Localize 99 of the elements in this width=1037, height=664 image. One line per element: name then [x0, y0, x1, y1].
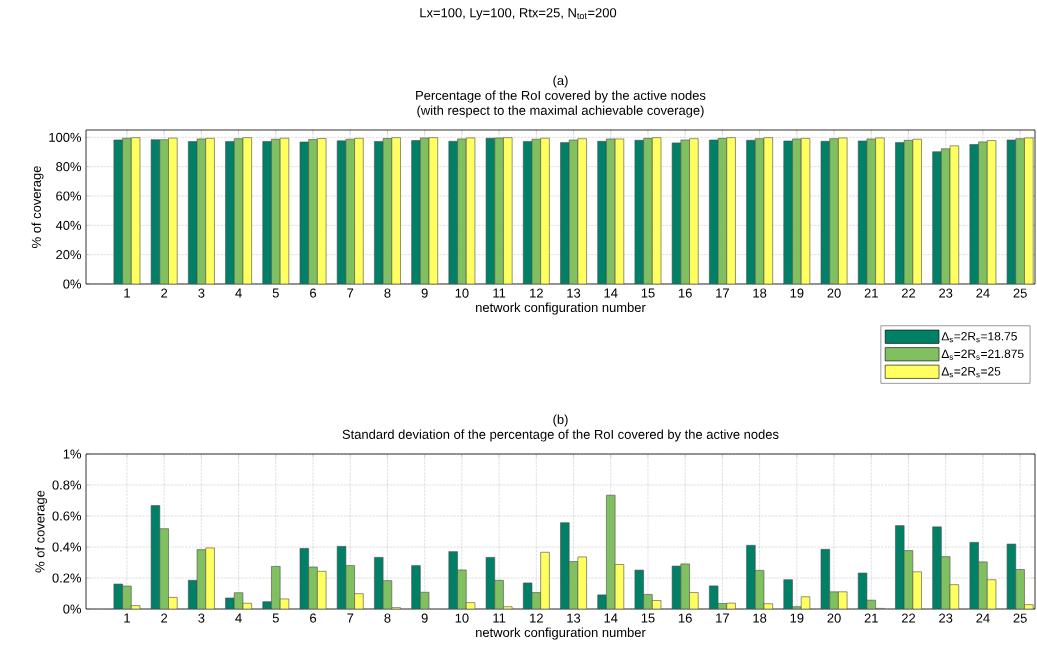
bar	[1024, 137, 1034, 284]
x-tick-label: 9	[421, 613, 428, 623]
x-tick-label: 6	[310, 613, 317, 623]
x-tick-label: 18	[753, 288, 767, 298]
bar	[746, 544, 756, 609]
x-tick-label: 1	[124, 288, 130, 298]
bar	[159, 528, 169, 609]
bar	[560, 522, 570, 609]
x-tick-label: 16	[678, 288, 692, 298]
x-tick-label: 3	[198, 613, 205, 623]
x-tick-label: 23	[939, 613, 953, 623]
legend-label: Δ$_{s}$=2R$_{s}$=21.875	[941, 349, 1024, 360]
bar	[391, 137, 401, 284]
y-axis-title: % of coverage	[35, 490, 48, 573]
x-tick-label: 12	[530, 288, 543, 298]
x-tick-label: 24	[976, 288, 990, 298]
x-tick-label: 9	[421, 288, 428, 298]
x-tick-label: 14	[604, 613, 618, 623]
x-tick-label: 22	[901, 613, 916, 623]
x-tick-label: 7	[347, 288, 354, 298]
x-tick-label: 8	[384, 613, 391, 623]
y-tick-label: 100%	[49, 132, 82, 142]
y-tick-label: 0%	[63, 604, 82, 614]
y-tick-label: 1%	[63, 449, 82, 459]
x-tick-label: 15	[641, 613, 655, 623]
x-tick-label: 21	[864, 288, 878, 298]
x-tick-label: 4	[235, 288, 242, 298]
x-tick-label: 8	[384, 288, 391, 298]
x-tick-label: 17	[716, 288, 729, 298]
x-tick-label: 18	[753, 613, 767, 623]
x-tick-label: 17	[716, 613, 729, 623]
bar	[225, 141, 235, 284]
bar	[689, 138, 699, 284]
bar	[746, 139, 756, 284]
x-tick-label: 11	[493, 288, 506, 298]
text: Lx=100, Ly=100, Rtx=25, N$_{tot}$=200	[420, 8, 617, 20]
x-tick-label: 14	[604, 288, 618, 298]
bar	[448, 551, 458, 609]
bar	[783, 140, 793, 284]
bar	[560, 142, 570, 284]
x-tick-label: 24	[976, 613, 990, 623]
x-tick-label: 6	[310, 288, 317, 298]
chart-title: (b)	[553, 414, 568, 427]
bar	[168, 137, 178, 284]
y-axis-title: % of coverage	[31, 166, 44, 248]
legend-label: Δ$_{s}$=2R$_{s}$=25	[941, 367, 1001, 378]
x-tick-label: 25	[1013, 288, 1027, 298]
x-tick-label: 12	[530, 613, 543, 623]
y-tick-label: 0.6%	[52, 511, 82, 521]
bar	[912, 138, 922, 284]
x-tick-label: 10	[455, 288, 469, 298]
x-tick-label: 19	[790, 613, 804, 623]
x-axis-title: network configuration number	[476, 627, 646, 640]
chart-subtitle: Standard deviation of the percentage of the RoI covered by the active nodes	[342, 429, 779, 442]
y-tick-label: 0.2%	[52, 573, 82, 583]
x-tick-label: 19	[790, 288, 804, 298]
x-tick-label: 13	[567, 613, 581, 623]
x-tick-label: 20	[827, 288, 841, 298]
bar	[540, 137, 550, 284]
y-tick-label: 0%	[63, 279, 82, 289]
bar	[726, 137, 736, 284]
legend-label: Δ$_{s}$=2R$_{s}$=18.75	[941, 332, 1017, 343]
bar	[597, 140, 607, 284]
x-tick-label: 2	[161, 288, 168, 298]
bar	[411, 140, 421, 284]
bar	[262, 141, 272, 284]
x-tick-label: 23	[939, 288, 953, 298]
bar	[932, 151, 942, 284]
y-tick-label: 0.4%	[52, 542, 82, 552]
x-tick-label: 5	[272, 613, 279, 623]
x-tick-label: 10	[455, 613, 469, 623]
x-tick-label: 11	[493, 613, 506, 623]
bar	[354, 138, 364, 284]
x-axis-title: network configuration number	[476, 302, 646, 315]
x-tick-label: 2	[161, 613, 168, 623]
x-tick-label: 16	[678, 613, 692, 623]
x-tick-label: 7	[347, 613, 354, 623]
text: (with respect to the maximal achievable coverage)	[417, 105, 704, 118]
bar	[205, 138, 215, 284]
y-tick-label: 80%	[56, 162, 82, 172]
x-tick-label: 5	[272, 288, 279, 298]
x-tick-label: 22	[901, 288, 916, 298]
x-tick-label: 4	[235, 613, 242, 623]
chart-title: (a)	[553, 75, 568, 88]
y-tick-label: 20%	[56, 250, 82, 260]
chart-subtitle: Percentage of the RoI covered by the active nodes	[416, 90, 706, 103]
x-tick-label: 3	[198, 288, 205, 298]
bar	[875, 137, 885, 284]
x-tick-label: 1	[124, 613, 130, 623]
bar	[932, 526, 942, 609]
x-tick-label: 13	[567, 288, 581, 298]
x-tick-label: 21	[864, 613, 878, 623]
x-tick-label: 15	[641, 288, 655, 298]
y-tick-label: 60%	[56, 191, 82, 201]
y-tick-label: 0.8%	[52, 480, 82, 490]
y-tick-label: 40%	[55, 220, 82, 230]
x-tick-label: 25	[1013, 613, 1027, 623]
bar	[448, 140, 458, 284]
x-tick-label: 20	[827, 613, 841, 623]
